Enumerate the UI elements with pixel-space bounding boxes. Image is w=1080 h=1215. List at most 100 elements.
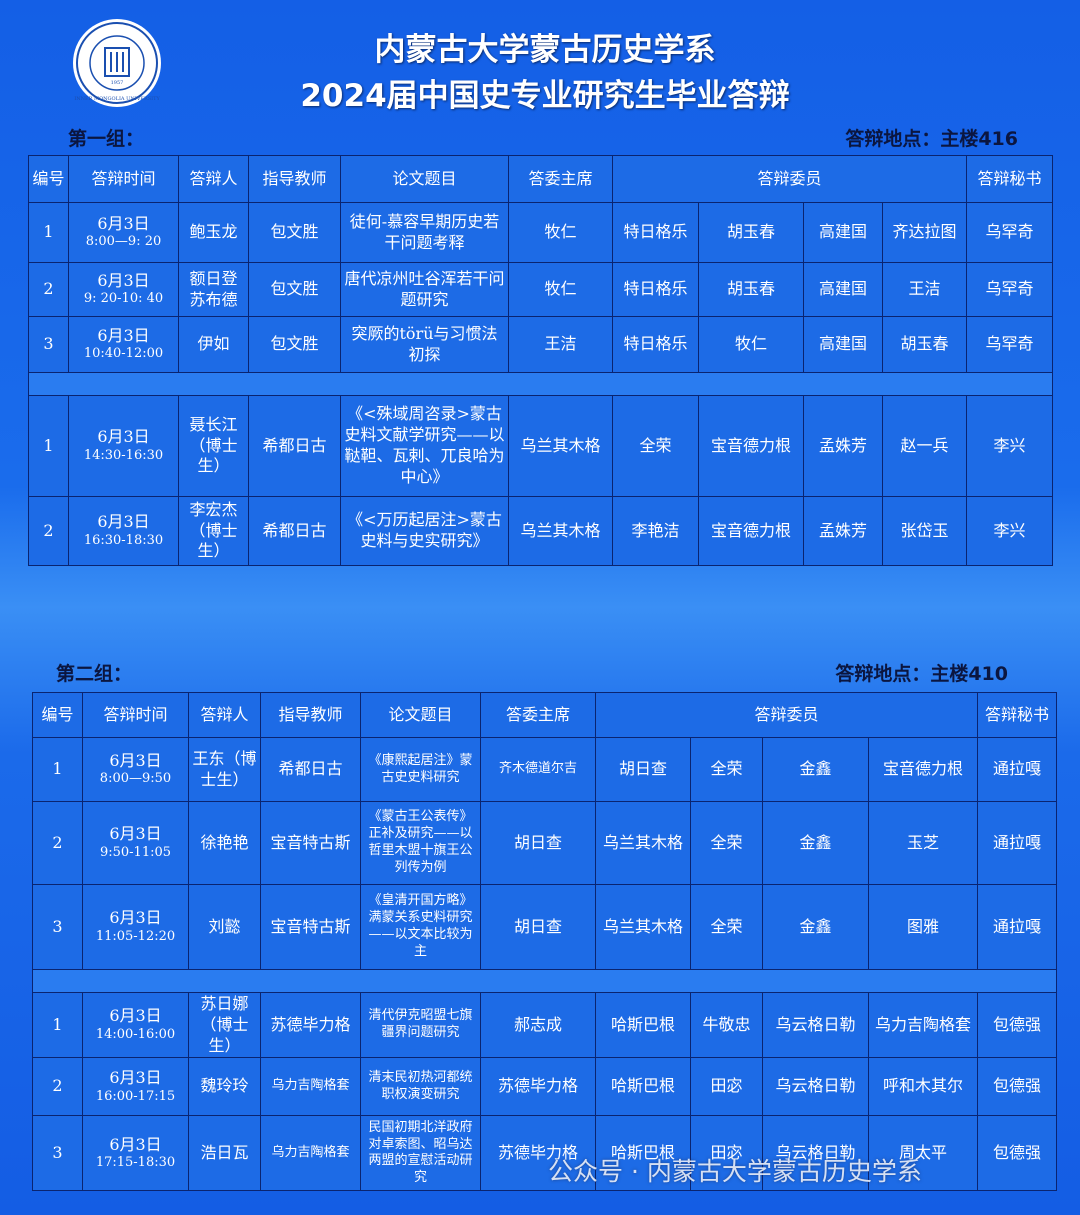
date: 6月3日	[109, 1134, 162, 1154]
cell: 宝音德力根	[867, 737, 979, 802]
cell: 孟姝芳	[803, 496, 883, 566]
cell: 《<殊域周咨录>蒙古史料文献学研究——以鞑靼、瓦剌、兀良哈为中心》	[340, 395, 509, 497]
cell: 鲍玉龙	[178, 202, 249, 263]
cell: 1	[28, 395, 69, 497]
cell: 包文胜	[248, 262, 341, 317]
cell: 赵一兵	[881, 395, 968, 497]
cell: 金鑫	[762, 801, 869, 885]
time-cell: 6月3日 9: 20-10: 40	[68, 262, 179, 317]
row: 2 6月3日 9:50-11:05 徐艳艳 宝音特古斯 《蒙古王公表传》正补及研究——以哲…	[32, 801, 1058, 885]
cell: 金鑫	[762, 737, 869, 802]
cell: 魏玲玲	[188, 1057, 261, 1117]
date: 6月3日	[97, 213, 150, 233]
header-cell: 答辩秘书	[966, 155, 1054, 203]
cell: 宝音德力根	[698, 496, 804, 566]
cell: 宝音特古斯	[260, 884, 361, 970]
cell: 田宓	[690, 1057, 763, 1117]
time: 10:40-12:00	[83, 346, 164, 362]
cell: 唐代凉州吐谷浑若干问题研究	[340, 262, 509, 317]
header-cell: 答委主席	[480, 692, 596, 738]
time-cell: 6月3日 8:00—9:50	[82, 737, 189, 802]
cell: 乌罕奇	[966, 262, 1054, 317]
logo-year: 1957	[111, 80, 124, 86]
header-cell: 答辩人	[188, 692, 261, 738]
cell: 《<万历起居注>蒙古史料与史实研究》	[340, 496, 509, 566]
cell: 浩日瓦	[188, 1115, 261, 1192]
cell: 乌力吉陶格套	[260, 1057, 361, 1117]
cell: 金鑫	[762, 884, 869, 970]
cell: 徒何-慕容早期历史若干问题考释	[340, 202, 509, 263]
cell: 宝音德力根	[698, 395, 804, 497]
cell: 全荣	[690, 884, 763, 970]
cell: 聂长江（博士生）	[178, 395, 249, 497]
date: 6月3日	[109, 824, 162, 844]
time-cell: 6月3日 11:05-12:20	[82, 884, 189, 970]
row: 3 6月3日 10:40-12:00 伊如 包文胜 突厥的törü与习惯法初探 王洁 特日格乐…	[28, 316, 1054, 373]
header-cell: 指导教师	[248, 155, 341, 203]
time: 16:00-17:15	[95, 1088, 176, 1104]
cell: 清代伊克昭盟七旗疆界问题研究	[360, 991, 481, 1059]
logo: 1957 INNER MONGOLIA UNIVERSITY	[73, 19, 161, 107]
header-cell: 编号	[28, 155, 69, 203]
cell: 苏德毕力格	[480, 1057, 596, 1117]
cell: 《皇清开国方略》满蒙关系史料研究——以文本比较为主	[360, 884, 481, 970]
row: 3 6月3日 11:05-12:20 刘懿 宝音特古斯 《皇清开国方略》满蒙关系史料研究—…	[32, 884, 1058, 970]
title: 内蒙古大学蒙古历史学系	[374, 32, 716, 68]
cell: 乌罕奇	[966, 316, 1054, 373]
row: 1 6月3日 8:00—9:50 王东（博士生） 希都日古 《康熙起居注》蒙古史史料研究齐…	[32, 737, 1058, 802]
cell: 2	[28, 262, 69, 317]
cell: 郝志成	[480, 991, 596, 1059]
cell: 希都日古	[260, 737, 361, 802]
cell: 通拉嘎	[977, 884, 1058, 970]
cell: 3	[32, 884, 83, 970]
time-cell: 6月3日 17:15-18:30	[82, 1115, 189, 1192]
cell: 苏日娜（博士生）	[188, 991, 261, 1059]
date: 6月3日	[109, 908, 162, 928]
cell: 苏德毕力格	[260, 991, 361, 1059]
cell: 李兴	[966, 395, 1054, 497]
cell: 1	[28, 202, 69, 263]
cell: 牛敬忠	[690, 991, 763, 1059]
cell: 齐木德道尔吉	[480, 737, 596, 802]
header-cell: 论文题目	[360, 692, 481, 738]
cell: 乌罕奇	[966, 202, 1054, 263]
cell: 2	[32, 801, 83, 885]
header-row: 编号 答辩时间 答辩人 指导教师 论文题目 答委主席 答辩委员 答辩秘书	[32, 692, 1058, 738]
time: 8:00—9:50	[99, 771, 172, 787]
cell: 全荣	[690, 737, 763, 802]
cell: 李兴	[966, 496, 1054, 566]
cell: 胡日查	[480, 884, 596, 970]
date: 6月3日	[109, 750, 162, 770]
cell: 包德强	[977, 1057, 1058, 1117]
cell: 3	[28, 316, 69, 373]
cell: 苏德毕力格	[480, 1115, 596, 1192]
cell: 额日登苏布德	[178, 262, 249, 317]
cell: 乌兰其木格	[508, 496, 613, 566]
cell: 王洁	[508, 316, 613, 373]
cell: 李宏杰（博士生）	[178, 496, 249, 566]
cell: 乌力吉陶格套	[260, 1115, 361, 1192]
header-cell: 答辩委员	[594, 692, 979, 738]
cell: 齐达拉图	[881, 202, 968, 263]
cell: 2	[28, 496, 69, 566]
group-label: 第一组：	[68, 128, 145, 150]
cell: 刘懿	[188, 884, 261, 970]
cell: 图雅	[867, 884, 979, 970]
header-cell: 答辩秘书	[977, 692, 1058, 738]
date: 6月3日	[97, 325, 150, 345]
cell: 胡玉春	[698, 202, 804, 263]
time-cell: 6月3日 10:40-12:00	[68, 316, 179, 373]
cell: 民国初期北洋政府对卓索图、昭乌达两盟的宣慰活动研究	[360, 1115, 481, 1192]
cell: 清末民初热河都统职权演变研究	[360, 1057, 481, 1117]
header-cell: 答辩时间	[68, 155, 179, 203]
group-location: 答辩地点：主楼410	[835, 663, 1008, 685]
cell: 特日格乐	[612, 316, 699, 373]
cell: 乌兰其木格	[508, 395, 613, 497]
header-cell: 答委主席	[508, 155, 613, 203]
time-cell: 6月3日 8:00—9: 20	[68, 202, 179, 263]
header-cell: 指导教师	[260, 692, 361, 738]
schedule-table: 编号 答辩时间 答辩人 指导教师 论文题目 答委主席 答辩委员 答辩秘书 1 6月3日 8:00—9…	[31, 692, 1058, 1192]
cell: 孟姝芳	[803, 395, 883, 497]
cell: 包文胜	[248, 202, 341, 263]
